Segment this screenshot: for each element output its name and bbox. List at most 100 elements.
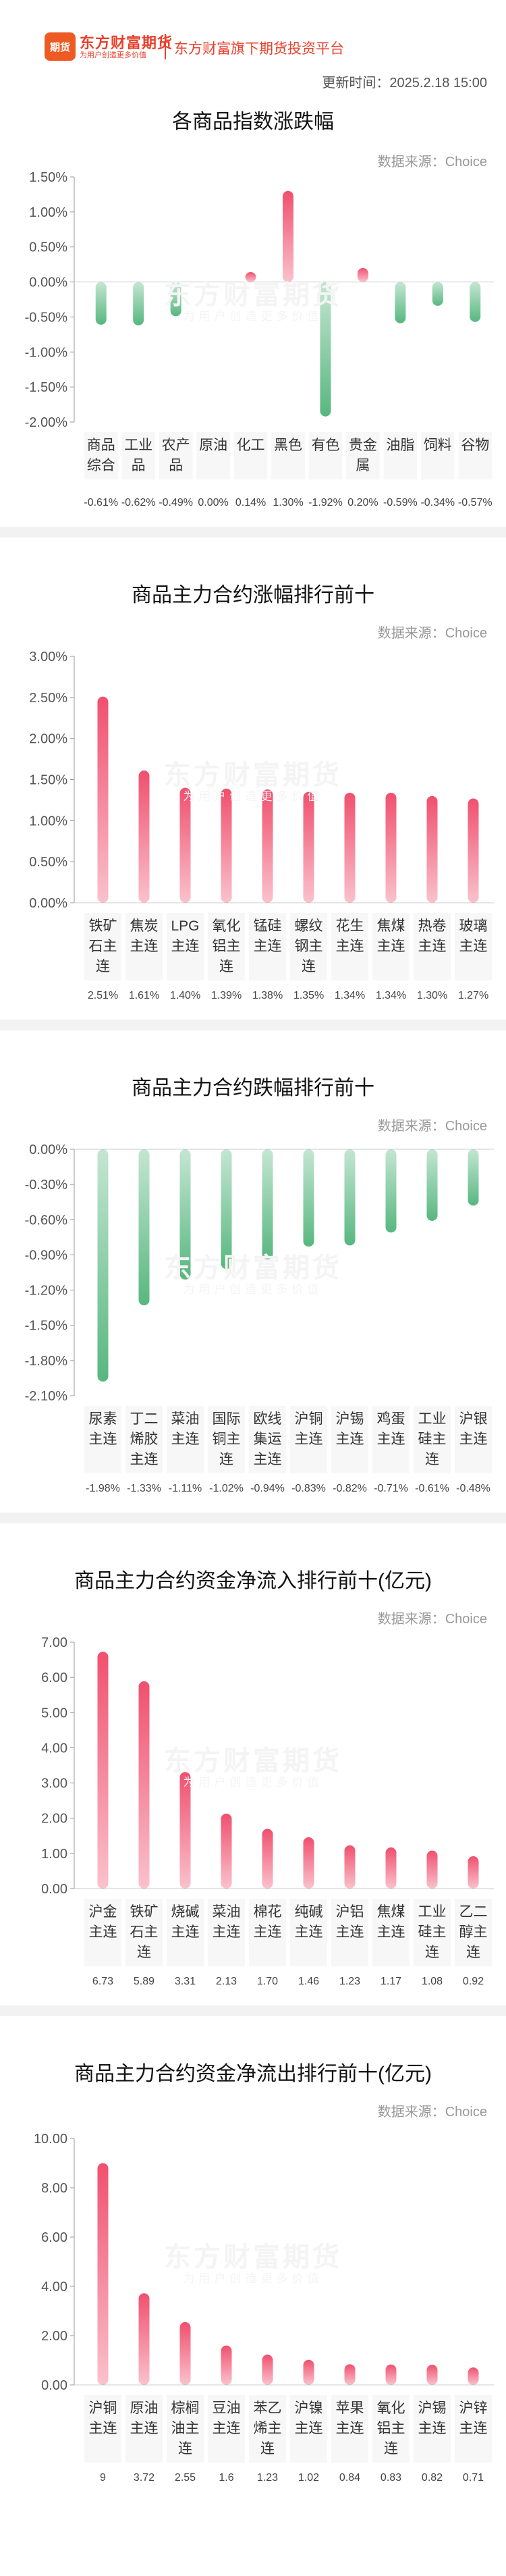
bar[interactable] bbox=[426, 795, 438, 903]
value-label: 3.72 bbox=[134, 2472, 154, 2483]
category-label: 主连 bbox=[171, 1924, 200, 1940]
category-cell bbox=[249, 1899, 286, 1966]
category-cell bbox=[84, 913, 121, 980]
bar[interactable] bbox=[262, 1149, 273, 1260]
value-label: 1.35% bbox=[293, 990, 324, 1001]
y-tick-label: -0.50% bbox=[25, 310, 68, 325]
category-label: 烧碱 bbox=[171, 1904, 200, 1920]
bar[interactable] bbox=[97, 1652, 109, 1889]
watermark-logo: 东方财富期货 bbox=[164, 760, 342, 790]
bar[interactable] bbox=[303, 791, 314, 903]
bar[interactable] bbox=[426, 1149, 438, 1221]
category-label: 豆油 bbox=[213, 2400, 241, 2416]
value-label: 2.51% bbox=[88, 990, 118, 1001]
value-label: 1.08 bbox=[422, 1976, 443, 1987]
bar[interactable] bbox=[303, 2359, 314, 2385]
bar[interactable] bbox=[133, 282, 144, 325]
value-label: -0.71% bbox=[374, 1483, 408, 1494]
watermark-logo: 东方财富期货 bbox=[164, 1253, 342, 1283]
category-cell bbox=[455, 1899, 492, 1966]
y-tick-label: -2.00% bbox=[25, 415, 68, 430]
category-cell bbox=[290, 1406, 327, 1473]
category-label: 主连 bbox=[171, 1431, 200, 1447]
category-label: 主连 bbox=[89, 2421, 117, 2436]
y-tick-label: -0.90% bbox=[25, 1248, 68, 1263]
value-label: 1.34% bbox=[376, 990, 406, 1001]
bar[interactable] bbox=[245, 272, 256, 282]
category-cell bbox=[331, 2395, 368, 2463]
bar[interactable] bbox=[470, 282, 481, 322]
category-label: 主连 bbox=[295, 1924, 323, 1940]
bar[interactable] bbox=[179, 2321, 191, 2385]
bar[interactable] bbox=[303, 1149, 314, 1247]
bar[interactable] bbox=[385, 792, 397, 903]
bar[interactable] bbox=[138, 1681, 150, 1889]
bar[interactable] bbox=[344, 1845, 356, 1889]
bar[interactable] bbox=[262, 789, 273, 903]
category-label: 有色 bbox=[311, 438, 339, 453]
bar[interactable] bbox=[385, 1149, 397, 1233]
data-source: 数据来源：Choice bbox=[377, 1612, 487, 1627]
category-label: 烯胶 bbox=[130, 1431, 159, 1447]
bar[interactable] bbox=[303, 1837, 314, 1889]
bar[interactable] bbox=[344, 792, 356, 903]
value-label: 3.31 bbox=[175, 1976, 196, 1987]
brand-logo: 期货 bbox=[45, 32, 76, 61]
bar[interactable] bbox=[179, 787, 191, 903]
category-cell bbox=[208, 2395, 245, 2463]
bar[interactable] bbox=[468, 2367, 479, 2385]
value-label: -0.61% bbox=[84, 497, 118, 508]
y-tick-label: 4.00 bbox=[41, 1741, 67, 1756]
bar[interactable] bbox=[138, 1149, 150, 1306]
bar[interactable] bbox=[97, 696, 109, 903]
bar[interactable] bbox=[221, 1813, 232, 1889]
y-tick-label: 0.00% bbox=[29, 896, 67, 911]
bar[interactable] bbox=[395, 282, 406, 323]
value-label: 0.71 bbox=[463, 2472, 484, 2483]
bar[interactable] bbox=[426, 1850, 438, 1889]
watermark-slogan: 为用户创造更多价值 bbox=[183, 309, 323, 323]
value-label: -1.33% bbox=[127, 1483, 161, 1494]
category-cell bbox=[414, 1899, 451, 1966]
bar[interactable] bbox=[221, 1149, 232, 1269]
bar[interactable] bbox=[468, 1149, 479, 1206]
bar[interactable] bbox=[262, 1829, 273, 1889]
bar[interactable] bbox=[432, 282, 443, 306]
bar[interactable] bbox=[320, 282, 331, 417]
bar[interactable] bbox=[179, 1149, 191, 1280]
category-cell bbox=[121, 432, 155, 479]
category-cell bbox=[167, 913, 204, 980]
category-label: 主连 bbox=[89, 1431, 117, 1447]
chart-title: 各商品指数涨跌幅 bbox=[172, 111, 334, 133]
bar[interactable] bbox=[344, 1149, 356, 1246]
bar[interactable] bbox=[344, 2364, 356, 2385]
bar[interactable] bbox=[97, 1149, 109, 1382]
bar[interactable] bbox=[283, 190, 293, 282]
value-label: 1.23 bbox=[257, 2472, 278, 2483]
category-cell bbox=[458, 432, 492, 479]
value-label: 1.70 bbox=[257, 1976, 278, 1987]
bar[interactable] bbox=[468, 1856, 479, 1889]
bar[interactable] bbox=[97, 2163, 109, 2386]
bar[interactable] bbox=[357, 267, 368, 282]
bar[interactable] bbox=[221, 788, 232, 903]
y-tick-label: 5.00 bbox=[41, 1706, 67, 1720]
bar[interactable] bbox=[221, 2345, 232, 2385]
category-label: 鸡蛋 bbox=[377, 1411, 405, 1427]
watermark-logo: 东方财富期货 bbox=[164, 280, 342, 310]
category-cell bbox=[331, 1406, 368, 1473]
bar[interactable] bbox=[170, 282, 181, 317]
category-cell bbox=[84, 1899, 121, 1966]
bar[interactable] bbox=[262, 2355, 273, 2385]
bar[interactable] bbox=[95, 282, 107, 325]
bar[interactable] bbox=[468, 798, 479, 903]
bar[interactable] bbox=[426, 2365, 438, 2385]
bar[interactable] bbox=[138, 2293, 150, 2385]
bar[interactable] bbox=[385, 2364, 397, 2385]
bar[interactable] bbox=[179, 1772, 191, 1889]
bar[interactable] bbox=[138, 770, 150, 903]
section-divider bbox=[0, 527, 506, 537]
category-label: 油主 bbox=[171, 2421, 200, 2436]
bar[interactable] bbox=[385, 1847, 397, 1889]
